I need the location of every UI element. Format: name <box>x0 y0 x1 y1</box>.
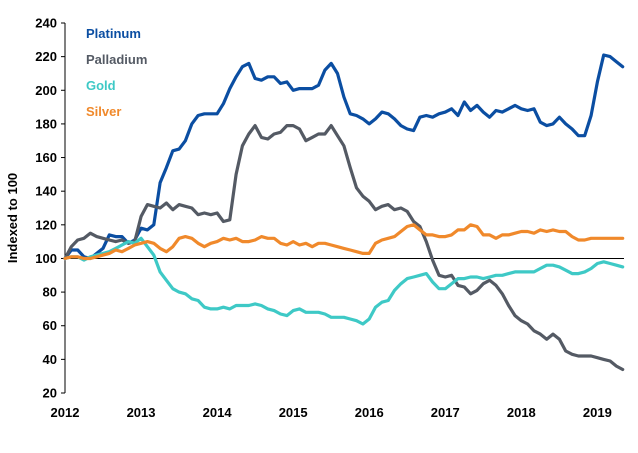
legend-label-palladium: Palladium <box>86 52 147 67</box>
x-tick-label: 2019 <box>583 405 612 420</box>
x-tick-label: 2014 <box>203 405 233 420</box>
y-tick-label: 40 <box>43 352 57 367</box>
y-tick-label: 120 <box>35 217 57 232</box>
x-tick-label: 2016 <box>355 405 384 420</box>
x-tick-label: 2012 <box>51 405 80 420</box>
y-axis-title: Indexed to 100 <box>5 173 20 263</box>
y-tick-label: 220 <box>35 49 57 64</box>
axes-layer <box>61 22 624 394</box>
legend-label-platinum: Platinum <box>86 26 141 41</box>
y-tick-label: 160 <box>35 150 57 165</box>
legend-label-gold: Gold <box>86 78 116 93</box>
series-line-platinum <box>63 53 625 261</box>
y-tick-label: 80 <box>43 285 57 300</box>
y-tick-label: 60 <box>43 318 57 333</box>
series-line-gold <box>63 236 625 326</box>
y-tick-label: 100 <box>35 251 57 266</box>
x-tick-label: 2018 <box>507 405 536 420</box>
x-tick-label: 2015 <box>279 405 308 420</box>
series-layer <box>63 53 625 372</box>
labels-layer: 20 40 60 80 100 120 140 160 180 200 220 240 2012 2013… <box>5 16 612 421</box>
y-tick-label: 140 <box>35 184 57 199</box>
y-tick-label: 20 <box>43 386 57 401</box>
legend: Platinum Palladium Gold Silver <box>86 26 147 119</box>
series-line-palladium <box>63 123 625 372</box>
y-tick-label: 180 <box>35 116 57 131</box>
y-tick-label: 240 <box>35 16 57 31</box>
y-tick-label: 200 <box>35 83 57 98</box>
x-tick-label: 2013 <box>127 405 156 420</box>
x-tick-label: 2017 <box>431 405 460 420</box>
series-line-silver <box>63 223 625 261</box>
legend-label-silver: Silver <box>86 104 121 119</box>
